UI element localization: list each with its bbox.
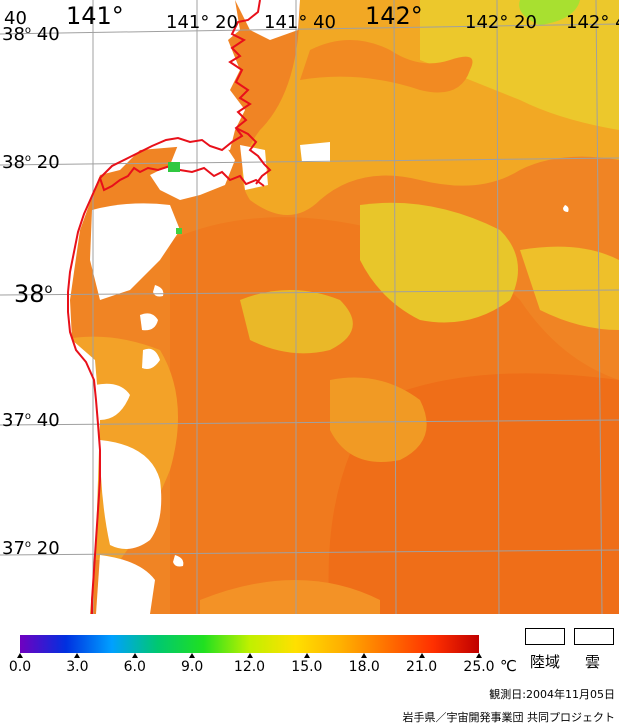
lat-label-38-40: 38o 40 — [2, 24, 60, 45]
cloud-legend-label: 雲 — [585, 653, 601, 671]
coastline-isles — [235, 127, 272, 185]
project-credit: 岩手県／宇宙開発事業団 共同プロジェクト — [402, 711, 616, 724]
temperature-unit: ℃ — [500, 657, 517, 675]
lon-label-141-40: 141° 40 — [264, 12, 336, 33]
lon-label-142-20: 142° 20 — [465, 12, 537, 33]
colorbar-tick-mark — [303, 653, 310, 658]
observation-date: 観測日:2004年11月05日 — [489, 688, 615, 701]
lat-label-37-40: 37o 40 — [2, 410, 60, 431]
colorbar-tick-label: 18.0 — [348, 659, 380, 675]
colorbar-tick-label: 12.0 — [233, 659, 266, 675]
coastline — [67, 0, 261, 614]
colorbar-tick-mark — [74, 653, 81, 658]
colorbar-tick-mark — [17, 653, 23, 658]
cold-spot — [168, 162, 180, 172]
cloud-legend-swatch — [574, 628, 614, 645]
colorbar-tick-mark — [361, 653, 368, 658]
lon-label-140-40: 40 — [4, 8, 27, 29]
sst-patterns — [60, 0, 619, 614]
lon-label-141: 141° — [66, 2, 124, 30]
colorbar-tick-mark — [246, 653, 253, 658]
colorbar-tick-mark — [476, 653, 482, 658]
grid-lines — [0, 0, 619, 614]
temperature-colorbar — [20, 635, 479, 653]
lat-label-38: 38o — [14, 280, 53, 308]
colorbar-tick-label: 0.0 — [8, 659, 32, 675]
colorbar-tick-mark — [418, 653, 425, 658]
colorbar-tick-label: 21.0 — [406, 659, 438, 675]
land-legend-label: 陸域 — [530, 653, 561, 671]
colorbar-tick-label: 15.0 — [291, 659, 323, 675]
colorbar-tick-mark — [131, 653, 138, 658]
colorbar-tick-mark — [189, 653, 196, 658]
land-and-cloud — [0, 0, 569, 614]
land-legend-swatch — [525, 628, 565, 645]
lat-label-38-20: 38o 20 — [2, 152, 60, 173]
sst-map — [0, 0, 619, 614]
lat-label-37-20: 37o 20 — [2, 538, 60, 559]
cold-spot — [176, 228, 182, 234]
colorbar-tick-label: 3.0 — [66, 659, 89, 675]
colorbar-tick-label: 25.0 — [463, 659, 495, 675]
lon-label-142-40: 142° 4 — [566, 12, 619, 33]
colorbar-tick-label: 9.0 — [180, 659, 204, 675]
lon-label-142: 142° — [365, 2, 423, 30]
lon-label-141-20: 141° 20 — [166, 12, 238, 33]
colorbar-tick-label: 6.0 — [123, 659, 146, 675]
